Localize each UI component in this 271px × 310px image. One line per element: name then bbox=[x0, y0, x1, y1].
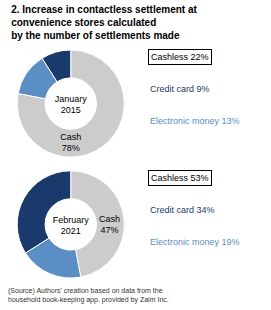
svg-text:Credit card 9%: Credit card 9% bbox=[150, 84, 210, 94]
svg-text:Cash78%: Cash78% bbox=[60, 132, 81, 154]
svg-text:Electronic money 19%: Electronic money 19% bbox=[150, 237, 240, 247]
svg-text:Cashless 22%: Cashless 22% bbox=[151, 52, 209, 62]
svg-text:Electronic money 13%: Electronic money 13% bbox=[150, 116, 240, 126]
svg-text:January2015: January2015 bbox=[55, 94, 88, 116]
svg-text:Credit card 34%: Credit card 34% bbox=[150, 205, 215, 215]
svg-text:February2021: February2021 bbox=[53, 215, 90, 237]
svg-text:(Source) Authors’ creation bas: (Source) Authors’ creation based on data… bbox=[8, 287, 169, 304]
svg-text:2. Increase in contactless set: 2. Increase in contactless settlement at… bbox=[11, 4, 197, 41]
svg-text:Cash47%: Cash47% bbox=[99, 214, 120, 236]
svg-text:Cashless 53%: Cashless 53% bbox=[151, 173, 209, 183]
